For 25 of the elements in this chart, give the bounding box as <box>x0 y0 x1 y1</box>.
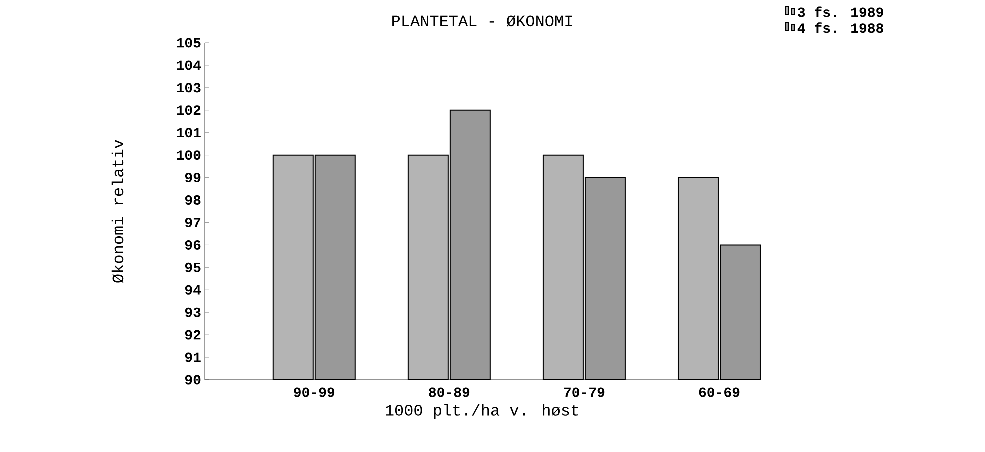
x-tick-label: 60-69 <box>699 388 740 398</box>
legend-label: 3 fs. 1989 <box>798 6 884 18</box>
chart-title: PLANTETAL - ØKONOMI <box>392 16 572 27</box>
x-tick-label: 70-79 <box>564 388 605 398</box>
y-tick-label: 101 <box>177 128 201 138</box>
y-tick-label: 105 <box>177 38 201 48</box>
y-tick-label: 100 <box>177 150 201 160</box>
x-tick-label: 80-89 <box>429 388 470 398</box>
y-tick-label: 98 <box>185 196 201 206</box>
y-tick-label: 90 <box>185 375 201 385</box>
y-tick-label: 91 <box>185 352 201 362</box>
y-tick-label: 97 <box>185 218 201 228</box>
y-tick-label: 104 <box>177 60 202 70</box>
y-tick-label: 92 <box>185 330 201 340</box>
y-tick-label: 96 <box>185 240 201 250</box>
x-axis-title: 1000 plt./ha v. høst <box>386 404 578 420</box>
y-tick-label: 95 <box>185 262 201 272</box>
y-tick-label: 103 <box>177 83 201 93</box>
y-axis-title: Økonomi relativ <box>112 140 124 284</box>
y-tick-label: 93 <box>185 308 201 318</box>
legend-label: 4 fs. 1988 <box>798 22 884 34</box>
y-tick-label: 102 <box>177 106 201 116</box>
y-tick-label: 94 <box>185 285 202 295</box>
x-tick-label: 90-99 <box>294 388 335 398</box>
y-tick-label: 99 <box>185 173 201 183</box>
